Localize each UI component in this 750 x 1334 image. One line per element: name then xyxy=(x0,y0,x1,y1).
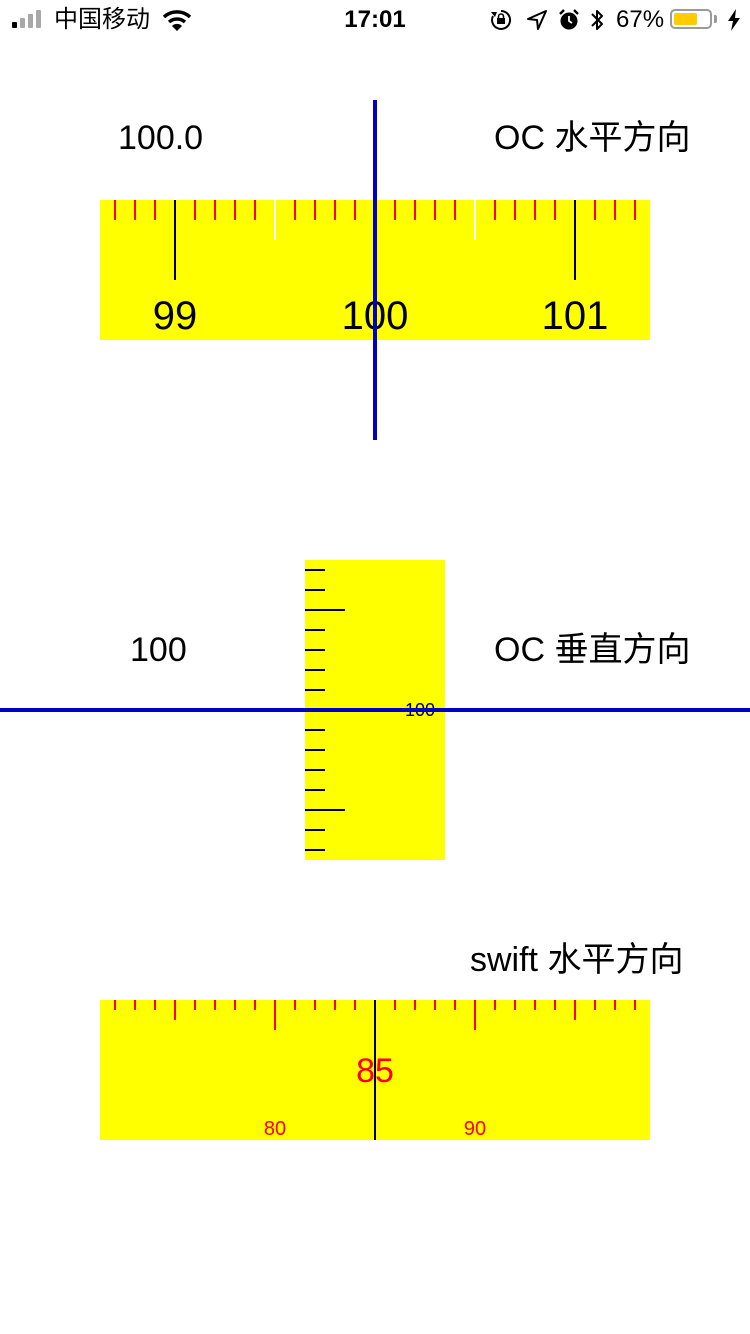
ruler-minor-tick xyxy=(305,749,325,751)
ruler-minor-tick xyxy=(434,1000,436,1010)
ruler-minor-tick xyxy=(434,200,436,220)
ruler-tick-label: 99 xyxy=(152,294,198,338)
ruler-mid-tick xyxy=(574,1000,576,1020)
signal-strength-icon xyxy=(10,0,46,40)
ruler-minor-tick xyxy=(305,569,325,571)
ruler-minor-tick xyxy=(234,1000,236,1010)
ruler-minor-tick xyxy=(594,1000,596,1010)
ruler-major-tick xyxy=(274,1000,276,1030)
ruler-minor-tick xyxy=(194,200,196,220)
wifi-icon xyxy=(162,10,192,31)
ruler-minor-tick xyxy=(394,200,396,220)
ruler-minor-tick xyxy=(154,200,156,220)
ruler-mid-tick xyxy=(174,1000,176,1020)
ruler-minor-tick xyxy=(334,1000,336,1010)
ruler-mid-tick xyxy=(474,200,476,240)
oc-horizontal-section: 100.0 OC 水平方向 99100101 xyxy=(0,80,750,460)
ruler-minor-tick xyxy=(354,200,356,220)
ruler-minor-tick xyxy=(114,200,116,220)
ruler-minor-tick xyxy=(305,689,325,691)
status-bar: 中国移动 17:01 67% xyxy=(0,0,750,40)
ruler-minor-tick xyxy=(534,1000,536,1010)
ruler-minor-tick xyxy=(294,1000,296,1010)
ruler-minor-tick xyxy=(414,200,416,220)
alarm-icon xyxy=(559,9,579,30)
ruler-minor-tick xyxy=(114,1000,116,1010)
carrier-name: 中国移动 xyxy=(54,6,150,33)
oc-vertical-value-label: 100 xyxy=(130,631,187,669)
status-time: 17:01 xyxy=(344,6,406,33)
ruler-major-tick xyxy=(305,809,345,811)
swift-horizontal-ruler[interactable]: 85 80 90 xyxy=(100,1000,650,1140)
bluetooth-icon xyxy=(591,10,603,30)
ruler-minor-tick xyxy=(305,649,325,651)
ruler-minor-tick xyxy=(234,200,236,220)
ruler-minor-tick xyxy=(305,589,325,591)
ruler-tick-label: 90 xyxy=(463,1118,487,1140)
ruler-minor-tick xyxy=(305,669,325,671)
ruler-mid-tick xyxy=(274,200,276,240)
ruler-minor-tick xyxy=(154,1000,156,1010)
battery-icon xyxy=(670,9,712,29)
ruler-minor-tick xyxy=(414,1000,416,1010)
ruler-minor-tick xyxy=(594,200,596,220)
ruler-tick-label: 101 xyxy=(541,294,609,338)
oc-vertical-indicator-line xyxy=(0,708,750,712)
ruler-minor-tick xyxy=(314,1000,316,1010)
ruler-minor-tick xyxy=(314,200,316,220)
oc-horizontal-indicator-line xyxy=(373,100,377,440)
oc-vertical-title: OC 垂直方向 xyxy=(494,631,691,669)
ruler-minor-tick xyxy=(514,1000,516,1010)
ruler-minor-tick xyxy=(634,200,636,220)
ruler-minor-tick xyxy=(554,200,556,220)
ruler-minor-tick xyxy=(634,1000,636,1010)
swift-horizontal-title: swift 水平方向 xyxy=(470,941,684,979)
ruler-minor-tick xyxy=(554,1000,556,1010)
ruler-major-tick xyxy=(174,200,176,280)
ruler-minor-tick xyxy=(614,200,616,220)
ruler-minor-tick xyxy=(305,769,325,771)
ruler-minor-tick xyxy=(214,200,216,220)
ruler-minor-tick xyxy=(194,1000,196,1010)
swift-horizontal-value-label: 85 xyxy=(356,1052,394,1090)
ruler-tick-label: 80 xyxy=(263,1118,287,1140)
swift-horizontal-section: swift 水平方向 85 80 90 xyxy=(0,920,750,1150)
ruler-minor-tick xyxy=(494,1000,496,1010)
ruler-minor-tick xyxy=(254,1000,256,1010)
ruler-minor-tick xyxy=(514,200,516,220)
ruler-minor-tick xyxy=(334,200,336,220)
swift-indicator-line xyxy=(374,1000,376,1140)
oc-vertical-section: 100 OC 垂直方向 100 xyxy=(0,540,750,880)
ruler-minor-tick xyxy=(134,200,136,220)
ruler-major-tick xyxy=(574,200,576,280)
ruler-minor-tick xyxy=(305,789,325,791)
ruler-minor-tick xyxy=(214,1000,216,1010)
ruler-minor-tick xyxy=(614,1000,616,1010)
ruler-minor-tick xyxy=(454,1000,456,1010)
ruler-minor-tick xyxy=(354,1000,356,1010)
ruler-minor-tick xyxy=(454,200,456,220)
battery-percent: 67% xyxy=(616,6,665,33)
location-arrow-icon xyxy=(527,10,547,30)
ruler-minor-tick xyxy=(134,1000,136,1010)
orientation-lock-icon xyxy=(491,9,512,30)
ruler-minor-tick xyxy=(394,1000,396,1010)
ruler-minor-tick xyxy=(305,729,325,731)
battery-cap xyxy=(714,15,717,23)
ruler-major-tick xyxy=(305,609,345,611)
ruler-minor-tick xyxy=(294,200,296,220)
oc-horizontal-value-label: 100.0 xyxy=(118,119,204,157)
ruler-minor-tick xyxy=(305,849,325,851)
ruler-minor-tick xyxy=(305,829,325,831)
ruler-minor-tick xyxy=(254,200,256,220)
ruler-major-tick xyxy=(474,1000,476,1030)
charging-bolt-icon xyxy=(728,9,740,31)
ruler-minor-tick xyxy=(534,200,536,220)
ruler-minor-tick xyxy=(494,200,496,220)
ruler-minor-tick xyxy=(305,629,325,631)
oc-horizontal-title: OC 水平方向 xyxy=(494,119,691,157)
